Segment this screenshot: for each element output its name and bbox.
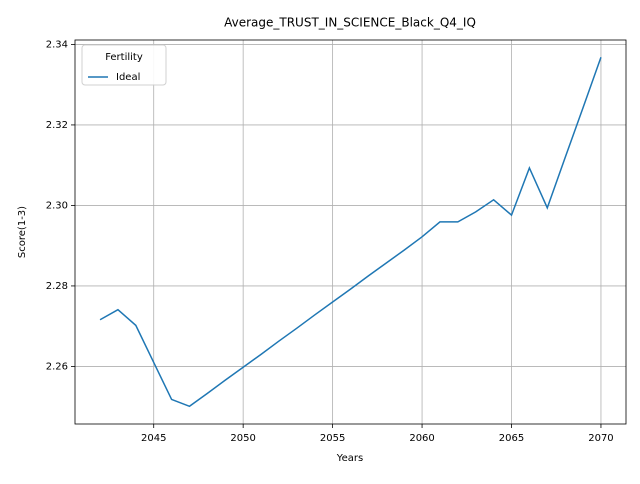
y-tick-label: 2.34 [46,39,68,50]
y-tick-label: 2.30 [46,200,68,211]
x-tick-label: 2060 [409,433,434,444]
x-tick-label: 2045 [141,433,166,444]
y-tick-label: 2.32 [46,120,68,131]
plot-frame [74,39,627,425]
x-tick-label: 2055 [320,433,345,444]
x-tick-label: 2050 [230,433,255,444]
y-axis-label: Score(1-3) [17,206,28,258]
y-tick-label: 2.28 [46,281,68,292]
chart-title: Average_TRUST_IN_SCIENCE_Black_Q4_IQ [224,16,476,30]
y-tick-label: 2.26 [46,361,68,372]
data-line [99,57,602,408]
legend-label: Ideal [116,72,140,83]
legend-box [81,44,167,86]
x-tick-label: 2065 [499,433,524,444]
legend-title: Fertility [105,52,143,63]
x-axis-label: Years [336,453,363,464]
x-tick-label: 2070 [588,433,613,444]
